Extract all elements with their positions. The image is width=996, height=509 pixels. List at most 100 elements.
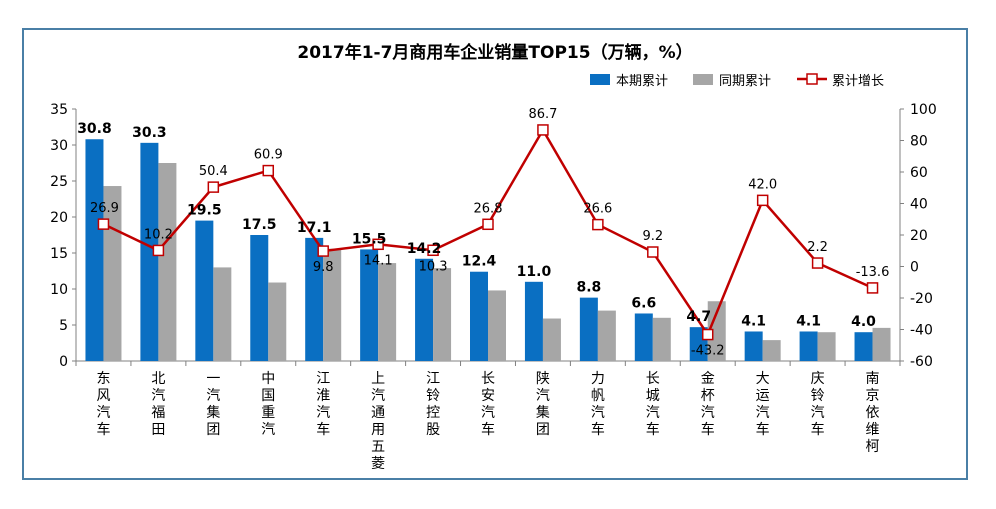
bar-value-label: 4.0: [851, 314, 876, 330]
right-tick-label: -20: [910, 291, 933, 307]
bar-current: [854, 332, 873, 361]
growth-marker: [537, 124, 549, 136]
left-tick-label: 30: [50, 138, 68, 154]
bar-value-label: 17.1: [297, 220, 332, 236]
left-tick-label: 0: [59, 354, 68, 370]
bar-previous: [378, 263, 397, 361]
bar-current: [140, 142, 159, 361]
category-label: 大运汽车: [756, 371, 770, 438]
bar-value-label: 4.7: [686, 309, 711, 325]
right-tick-label: 100: [910, 102, 937, 118]
growth-value-label: 9.2: [642, 229, 663, 244]
bar-current: [250, 235, 269, 361]
bar-previous: [433, 268, 452, 361]
legend-label-previous: 同期累计: [719, 74, 771, 89]
legend: 本期累计 同期累计 累计增长: [590, 73, 884, 89]
growth-value-label: 60.9: [254, 148, 283, 163]
bar-previous: [817, 332, 836, 361]
bar-previous: [542, 318, 561, 361]
growth-marker: [647, 246, 659, 258]
chart-canvas: 2017年1-7月商用车企业销量TOP15（万辆，%） 本期累计 同期累计 累计增长…: [50, 42, 937, 472]
bar-value-label: 4.1: [741, 313, 766, 329]
bar-current: [415, 258, 434, 361]
growth-marker: [701, 328, 714, 341]
bar-previous: [762, 340, 781, 361]
growth-marker: [427, 244, 439, 257]
growth-marker: [866, 282, 879, 294]
growth-value-label: 26.8: [474, 201, 503, 216]
left-tick-label: 5: [59, 318, 68, 334]
category-label: 一汽集团: [206, 371, 220, 438]
bar-current: [799, 331, 818, 361]
chart-title: 2017年1-7月商用车企业销量TOP15（万辆，%）: [297, 42, 692, 63]
right-tick-label: 60: [910, 165, 928, 181]
growth-marker: [592, 218, 604, 231]
right-tick-label: -40: [910, 323, 933, 339]
bar-value-label: 17.5: [242, 217, 277, 233]
category-label: 庆铃汽车: [811, 371, 825, 438]
bar-value-label: 30.3: [132, 125, 167, 141]
bar-previous: [323, 248, 342, 361]
legend-marker-growth: [806, 73, 818, 85]
category-label: 长安汽车: [481, 371, 495, 438]
bar-previous: [597, 310, 616, 361]
left-tick-label: 15: [50, 246, 68, 262]
legend-swatch-previous: [693, 74, 713, 85]
bar-previous: [213, 267, 232, 361]
growth-value-label: 10.2: [144, 227, 173, 242]
bar-previous: [707, 301, 726, 361]
data-labels: 30.8 30.3 19.5 17.5 17.1 15.5 14.2 12.4 11.0 8.8 6…: [77, 107, 889, 359]
category-label: 北汽福田: [151, 371, 165, 438]
bar-current: [195, 220, 214, 361]
growth-value-label: 86.7: [528, 107, 557, 122]
bar-current: [524, 281, 543, 361]
growth-marker: [811, 257, 824, 269]
right-tick-label: 80: [910, 134, 928, 150]
bar-value-label: 4.1: [796, 313, 821, 329]
legend-swatch-current: [590, 74, 610, 85]
growth-marker: [207, 181, 220, 193]
growth-value-label: 9.8: [313, 260, 334, 275]
growth-value-label: 10.3: [419, 259, 448, 274]
category-label: 东风汽车: [96, 371, 110, 438]
growth-value-label: 14.1: [364, 253, 393, 268]
growth-value-label: -13.6: [856, 265, 890, 280]
bar-current: [360, 249, 379, 361]
bar-current: [470, 271, 488, 361]
left-tick-label: 20: [50, 210, 68, 226]
left-tick-label: 10: [50, 282, 68, 298]
bar-current: [305, 237, 324, 361]
bar-value-label: 8.8: [576, 280, 601, 296]
right-tick-label: -60: [910, 354, 933, 370]
bar-previous: [652, 317, 671, 361]
growth-value-label: 50.4: [199, 164, 228, 179]
legend-label-current: 本期累计: [616, 74, 668, 89]
bar-value-label: 6.6: [631, 295, 656, 311]
growth-marker: [482, 218, 494, 231]
bar-current: [634, 313, 653, 361]
bar-value-label: 15.5: [352, 231, 387, 247]
bar-previous: [872, 327, 891, 361]
axes: 0 5 10 15 20 25 30 35 -60 -40 -20 0 20 40 60 80 100 东风汽车 北…: [50, 102, 937, 472]
bar-value-label: 30.8: [77, 121, 112, 137]
growth-value-label: 26.6: [583, 202, 612, 217]
chart-frame: 2017年1-7月商用车企业销量TOP15（万辆，%） 本期累计 同期累计 累计增长…: [22, 28, 968, 480]
bar-current: [85, 139, 104, 361]
category-label: 长城汽车: [646, 371, 660, 438]
bar-value-label: 11.0: [517, 264, 552, 280]
growth-marker: [262, 164, 275, 177]
category-label: 力帆汽车: [591, 371, 605, 438]
right-tick-label: 20: [910, 228, 928, 244]
growth-marker: [756, 194, 769, 207]
category-label: 江淮汽车: [316, 371, 330, 438]
bar-value-label: 19.5: [187, 203, 222, 219]
growth-value-label: 26.9: [90, 201, 119, 216]
growth-value-label: 42.0: [748, 177, 777, 192]
growth-marker: [372, 238, 384, 251]
category-label: 中国重汽: [261, 371, 275, 438]
legend-label-growth: 累计增长: [832, 74, 884, 89]
growth-line: [97, 124, 879, 341]
category-label: 江铃控股: [426, 371, 440, 438]
right-tick-label: 0: [910, 260, 919, 276]
growth-value-label: -43.2: [691, 344, 725, 359]
